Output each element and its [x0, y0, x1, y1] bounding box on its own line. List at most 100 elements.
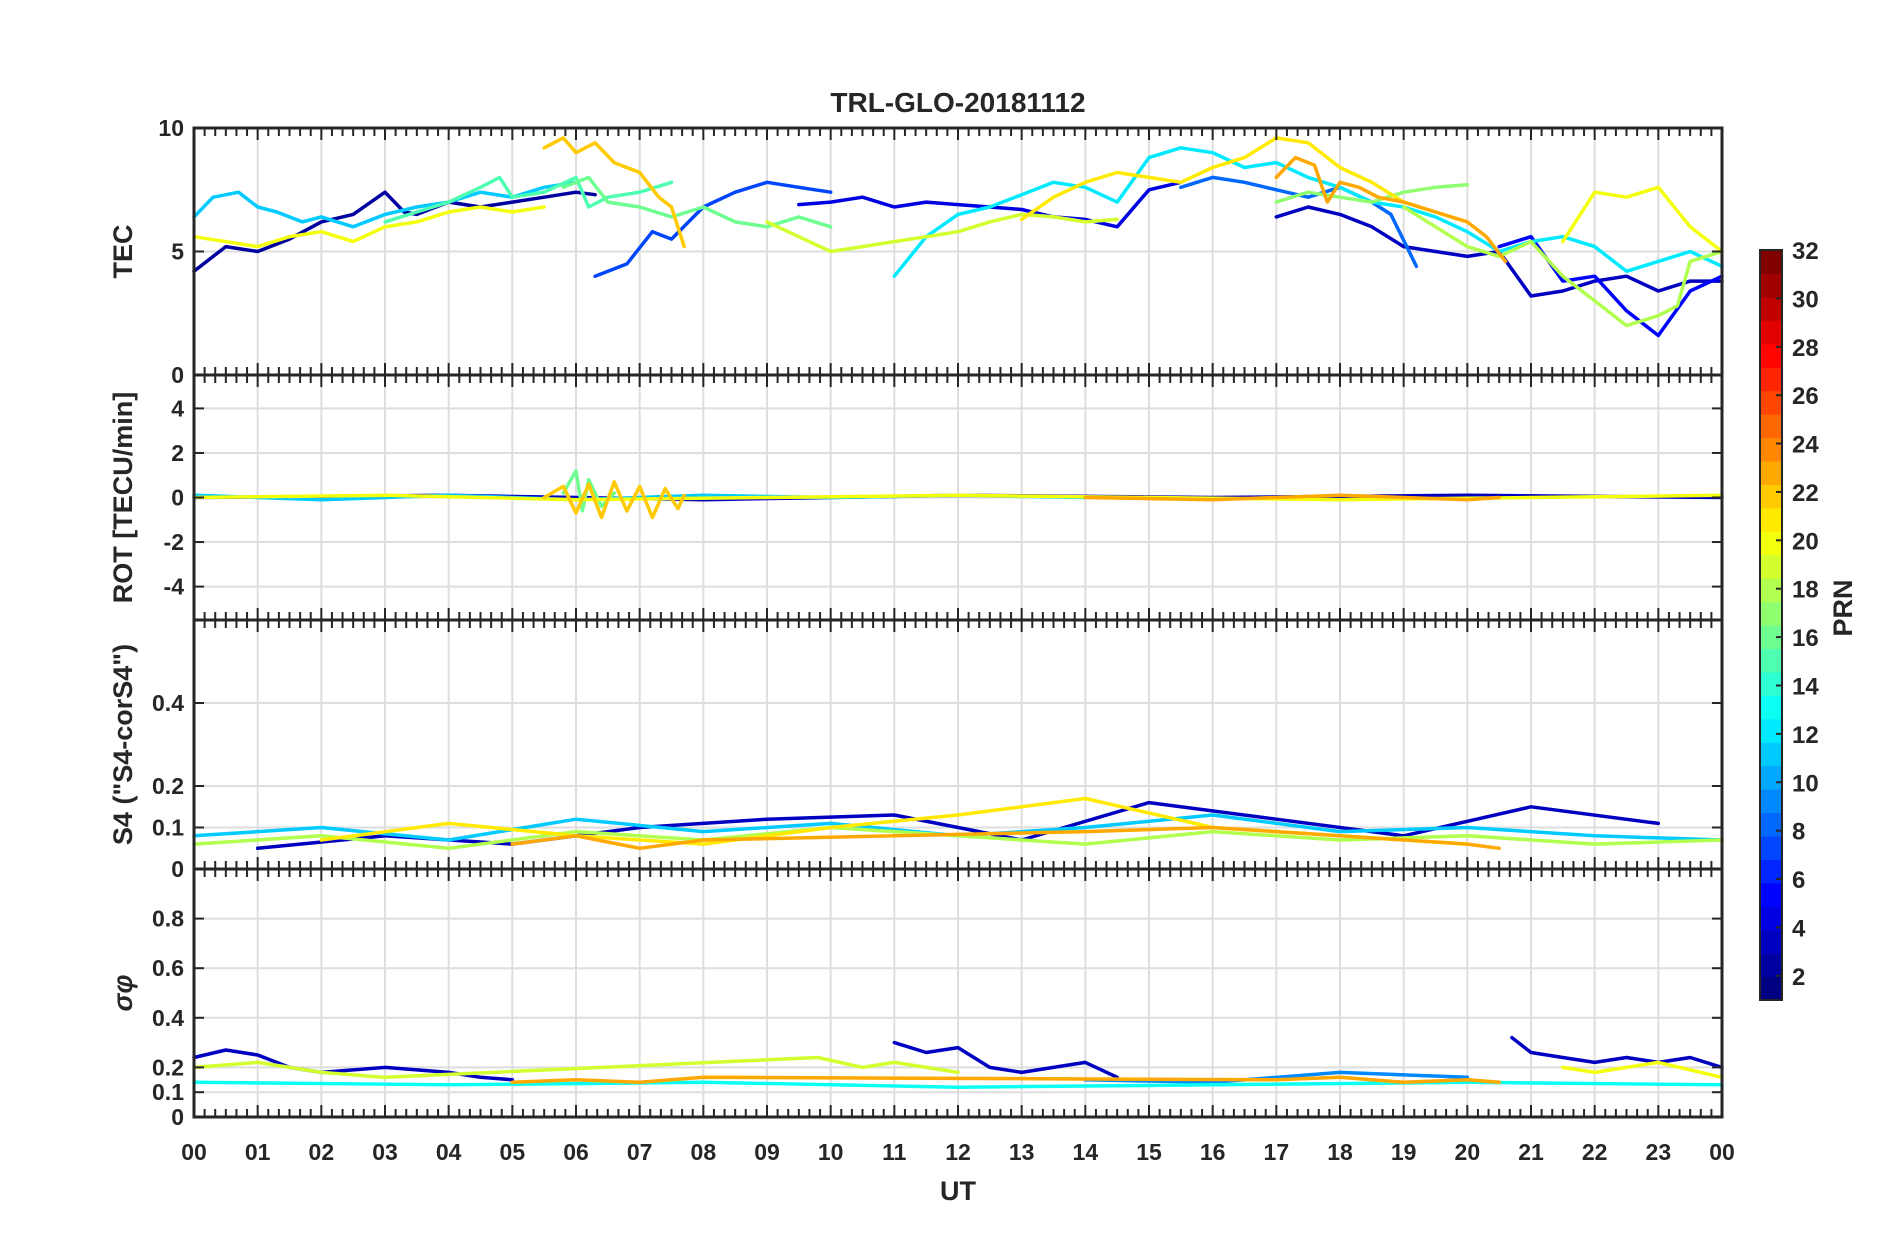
colorbar-tick-label: 30 — [1792, 286, 1819, 313]
colorbar-label: PRN — [1828, 579, 1858, 636]
colorbar-tick-label: 12 — [1792, 722, 1819, 749]
colorbar-tick-label: 18 — [1792, 577, 1819, 604]
colorbar-swatch — [1760, 765, 1782, 790]
x-tick-label: 12 — [945, 1139, 971, 1165]
colorbar-swatch — [1760, 390, 1782, 415]
series-line-prn-23 — [510, 1075, 1501, 1085]
x-tick-label: 15 — [1136, 1139, 1162, 1165]
series-line-prn-13 — [192, 1080, 1724, 1089]
series-line-prn-23 — [510, 825, 1501, 851]
colorbar-swatch — [1760, 250, 1782, 275]
x-tick-label: 20 — [1455, 1139, 1481, 1165]
colorbar-swatch — [1760, 484, 1782, 509]
chart-title: TRL-GLO-20181112 — [830, 87, 1085, 118]
y-tick-label: 0 — [171, 362, 184, 388]
colorbar-tick-label: 28 — [1792, 335, 1819, 362]
y-tick-label: 0.8 — [152, 906, 184, 932]
x-axis: 00 01 02 03 04 05 06 07 08 09 10 11 12 13 14 15 16 17 18 19… — [181, 1139, 1735, 1165]
x-tick-label: 22 — [1582, 1139, 1608, 1165]
colorbar-tick-label: 6 — [1792, 867, 1805, 894]
colorbar-swatch — [1760, 273, 1782, 298]
x-tick-label: 05 — [500, 1139, 526, 1165]
colorbar-swatch — [1760, 320, 1782, 345]
colorbar-swatch — [1760, 906, 1782, 931]
x-tick-label: 01 — [245, 1139, 271, 1165]
x-tick-label: 18 — [1327, 1139, 1353, 1165]
x-tick-label: 06 — [563, 1139, 589, 1165]
x-tick-label: 04 — [436, 1139, 462, 1165]
series-line-prn-2 — [192, 190, 597, 274]
colorbar-swatch — [1760, 601, 1782, 626]
colorbar-swatch — [1760, 789, 1782, 814]
x-tick-label: 21 — [1518, 1139, 1544, 1165]
series-line-prn-11 — [192, 180, 578, 229]
panel-rot: -4 -2 0 2 4 ROT [TECU/min] — [108, 373, 1724, 622]
y-tick-label: 0.6 — [152, 955, 184, 981]
colorbar-swatch — [1760, 625, 1782, 650]
series-line-prn-15 — [383, 175, 674, 224]
series-line-prn-17 — [1274, 183, 1470, 204]
panel-s4: 0 0.1 0.2 0.4 S4 ("S4-corS4") — [108, 618, 1724, 882]
colorbar-swatch — [1760, 976, 1782, 1001]
colorbar-tick-label: 16 — [1792, 625, 1819, 652]
colorbar-swatch — [1760, 929, 1782, 954]
series-line-prn-23 — [1274, 155, 1508, 264]
x-tick-label: 00 — [181, 1139, 207, 1165]
series-line-prn-19 — [192, 1055, 960, 1080]
series-line-prn-20 — [1561, 185, 1724, 254]
series-line-prn-20 — [1561, 1060, 1724, 1080]
colorbar-tick-label: 8 — [1792, 819, 1805, 846]
series-line-prn-9 — [1083, 1070, 1470, 1085]
colorbar-swatch — [1760, 695, 1782, 720]
y-tick-label: -2 — [164, 529, 184, 555]
series-line-prn-22 — [542, 136, 686, 249]
x-tick-label: 09 — [754, 1139, 780, 1165]
series-line-prn-3 — [892, 1040, 1119, 1080]
colorbar-swatch — [1760, 648, 1782, 673]
colorbar-swatch — [1760, 718, 1782, 743]
colorbar-swatch — [1760, 296, 1782, 321]
x-tick-label: 13 — [1009, 1139, 1035, 1165]
y-tick-label: 0.4 — [152, 690, 184, 716]
colorbar-swatch — [1760, 437, 1782, 462]
x-tick-label: 02 — [309, 1139, 335, 1165]
series-line-prn-23 — [1083, 493, 1501, 502]
y-tick-label: 0 — [171, 485, 184, 511]
y-tick-label: 0.2 — [152, 1054, 184, 1080]
series-line-prn-8 — [1179, 175, 1419, 269]
colorbar-swatch — [1760, 507, 1782, 532]
colorbar-swatch — [1760, 531, 1782, 556]
series-line-prn-21 — [1019, 136, 1470, 224]
x-tick-label: 00 — [1709, 1139, 1735, 1165]
x-tick-label: 08 — [691, 1139, 717, 1165]
colorbar-tick-label: 22 — [1792, 480, 1819, 507]
y-tick-label: 0 — [171, 856, 184, 882]
x-tick-label: 23 — [1646, 1139, 1672, 1165]
series-line-prn-20 — [192, 205, 546, 249]
colorbar-swatch — [1760, 367, 1782, 392]
y-tick-label: 0.2 — [152, 773, 184, 799]
colorbar-swatch — [1760, 578, 1782, 603]
series-line-prn-3 — [1510, 1035, 1724, 1070]
y-axis-label-sigma-phi: σφ — [108, 975, 138, 1012]
y-tick-label: 0.1 — [152, 815, 184, 841]
x-tick-label: 07 — [627, 1139, 653, 1165]
colorbar-swatch — [1760, 742, 1782, 767]
series-line-prn-5 — [1497, 234, 1724, 338]
x-tick-label: 14 — [1073, 1139, 1099, 1165]
colorbar-swatch — [1760, 859, 1782, 884]
x-tick-label: 03 — [372, 1139, 398, 1165]
colorbar-tick-label: 26 — [1792, 383, 1819, 410]
colorbar-swatch — [1760, 671, 1782, 696]
colorbar-tick-label: 10 — [1792, 770, 1819, 797]
panel-tec: 0 5 10 TEC — [108, 115, 1724, 388]
y-axis-label-rot: ROT [TECU/min] — [108, 392, 138, 603]
y-tick-label: 4 — [171, 395, 184, 421]
colorbar-swatch — [1760, 554, 1782, 579]
series-line-prn-19 — [765, 212, 1119, 254]
colorbar-tick-label: 24 — [1792, 432, 1819, 459]
y-tick-label: 0.4 — [152, 1005, 184, 1031]
y-axis-label-s4: S4 ("S4-corS4") — [108, 644, 138, 845]
y-tick-label: 0.1 — [152, 1079, 184, 1105]
